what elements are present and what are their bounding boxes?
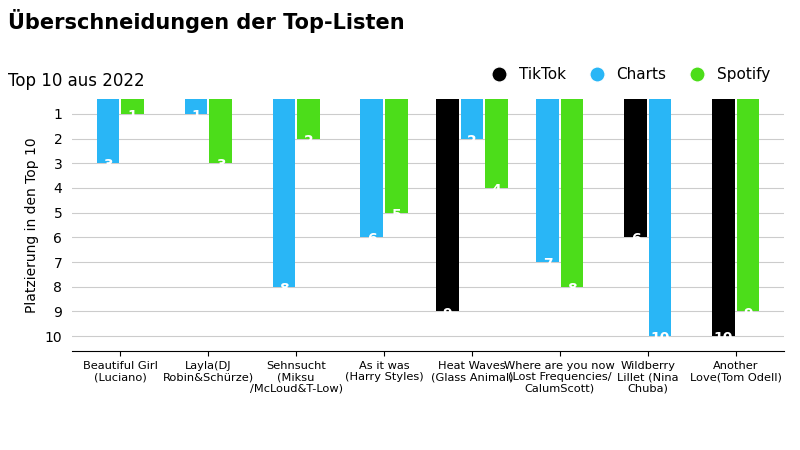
Text: 3: 3 xyxy=(216,158,226,172)
Bar xyxy=(122,89,144,114)
Bar xyxy=(624,89,646,237)
Text: 9: 9 xyxy=(442,306,452,320)
Bar xyxy=(361,89,383,237)
Text: 2: 2 xyxy=(303,134,314,148)
Text: Top 10 aus 2022: Top 10 aus 2022 xyxy=(8,72,145,90)
Text: 8: 8 xyxy=(567,282,577,296)
Bar xyxy=(737,89,759,311)
Bar xyxy=(297,89,320,139)
Bar xyxy=(97,89,119,163)
Text: 2: 2 xyxy=(467,134,477,148)
Text: 9: 9 xyxy=(743,306,753,320)
Bar xyxy=(210,89,232,163)
Bar xyxy=(561,89,583,287)
Text: 7: 7 xyxy=(542,257,552,271)
Bar xyxy=(649,89,671,336)
Text: 10: 10 xyxy=(650,331,670,345)
Text: 1: 1 xyxy=(128,109,138,123)
Text: 10: 10 xyxy=(714,331,733,345)
Text: 5: 5 xyxy=(391,208,402,222)
Text: Überschneidungen der Top-Listen: Überschneidungen der Top-Listen xyxy=(8,9,405,33)
Bar xyxy=(185,89,207,114)
Bar xyxy=(385,89,408,213)
Y-axis label: Platzierung in den Top 10: Platzierung in den Top 10 xyxy=(25,137,39,313)
Bar xyxy=(536,89,559,262)
Text: 8: 8 xyxy=(279,282,289,296)
Bar xyxy=(273,89,295,287)
Bar xyxy=(486,89,508,188)
Bar xyxy=(461,89,483,139)
Text: 6: 6 xyxy=(367,232,377,247)
Bar xyxy=(436,89,458,311)
Legend: TikTok, Charts, Spotify: TikTok, Charts, Spotify xyxy=(478,61,776,89)
Bar xyxy=(712,89,734,336)
Text: 4: 4 xyxy=(492,183,502,197)
Text: 6: 6 xyxy=(630,232,640,247)
Text: 1: 1 xyxy=(191,109,201,123)
Text: 3: 3 xyxy=(103,158,113,172)
